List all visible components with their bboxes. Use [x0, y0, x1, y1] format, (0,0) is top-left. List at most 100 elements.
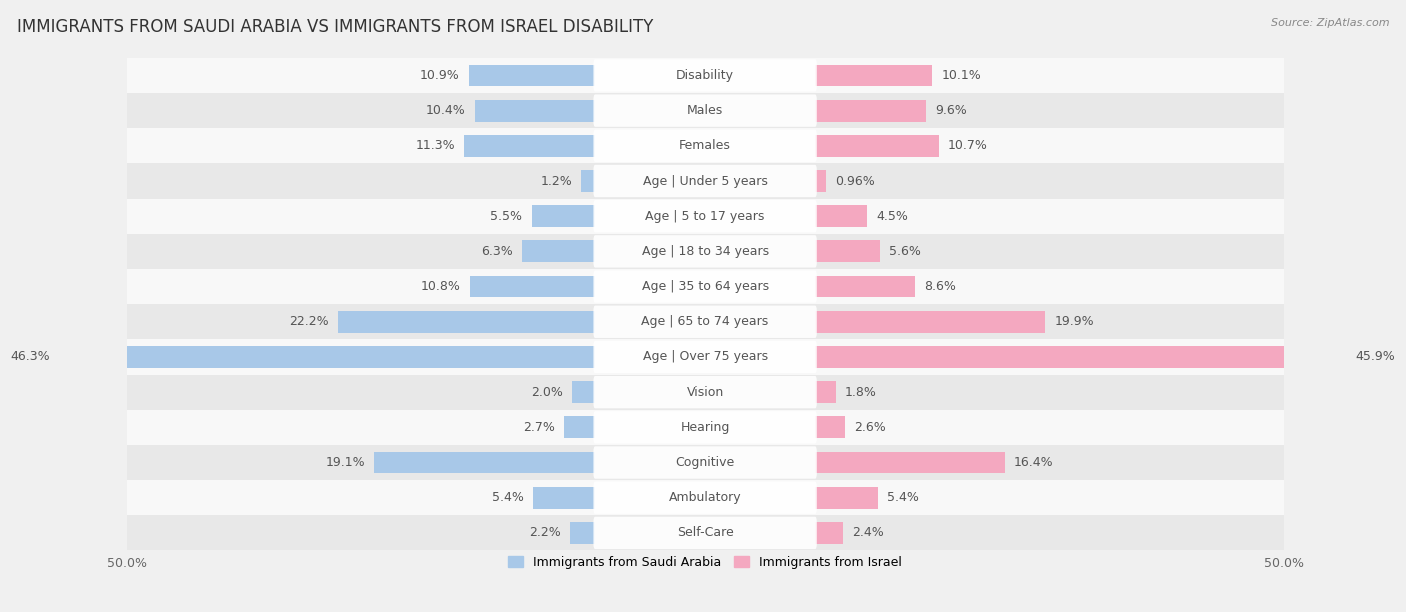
Text: 2.6%: 2.6%: [855, 421, 886, 434]
Text: Disability: Disability: [676, 69, 734, 82]
Text: Hearing: Hearing: [681, 421, 730, 434]
Bar: [815, 100, 927, 122]
FancyBboxPatch shape: [593, 305, 817, 338]
Text: 5.4%: 5.4%: [492, 491, 523, 504]
Text: 2.4%: 2.4%: [852, 526, 884, 539]
Text: 0.96%: 0.96%: [835, 174, 875, 187]
FancyBboxPatch shape: [593, 376, 817, 408]
Bar: [127, 304, 1284, 340]
Bar: [127, 58, 1284, 93]
Text: 10.1%: 10.1%: [941, 69, 981, 82]
Text: Males: Males: [688, 104, 723, 117]
Text: 8.6%: 8.6%: [924, 280, 956, 293]
FancyBboxPatch shape: [593, 341, 817, 373]
Text: Age | Over 75 years: Age | Over 75 years: [643, 351, 768, 364]
Text: 11.3%: 11.3%: [416, 140, 456, 152]
Bar: [815, 381, 837, 403]
Bar: [59, 346, 595, 368]
Bar: [127, 234, 1284, 269]
Text: 22.2%: 22.2%: [290, 315, 329, 328]
FancyBboxPatch shape: [593, 59, 817, 92]
Text: 16.4%: 16.4%: [1014, 456, 1053, 469]
Text: 9.6%: 9.6%: [935, 104, 967, 117]
Bar: [533, 487, 595, 509]
Bar: [127, 515, 1284, 551]
Text: Ambulatory: Ambulatory: [669, 491, 741, 504]
Bar: [815, 205, 868, 227]
Text: Age | Under 5 years: Age | Under 5 years: [643, 174, 768, 187]
Text: 2.0%: 2.0%: [531, 386, 562, 398]
Text: Self-Care: Self-Care: [676, 526, 734, 539]
Bar: [815, 522, 842, 544]
Bar: [127, 163, 1284, 199]
Text: IMMIGRANTS FROM SAUDI ARABIA VS IMMIGRANTS FROM ISRAEL DISABILITY: IMMIGRANTS FROM SAUDI ARABIA VS IMMIGRAN…: [17, 18, 654, 36]
Text: 1.8%: 1.8%: [845, 386, 877, 398]
Bar: [815, 311, 1045, 333]
Text: 19.1%: 19.1%: [325, 456, 366, 469]
Bar: [127, 410, 1284, 445]
FancyBboxPatch shape: [593, 482, 817, 514]
Text: 10.4%: 10.4%: [426, 104, 465, 117]
Text: Vision: Vision: [686, 386, 724, 398]
Bar: [815, 135, 939, 157]
FancyBboxPatch shape: [593, 517, 817, 549]
Text: 46.3%: 46.3%: [11, 351, 51, 364]
Text: 19.9%: 19.9%: [1054, 315, 1094, 328]
Text: 4.5%: 4.5%: [876, 210, 908, 223]
Text: Age | 35 to 64 years: Age | 35 to 64 years: [641, 280, 769, 293]
Bar: [470, 64, 595, 86]
Bar: [475, 100, 595, 122]
Bar: [127, 199, 1284, 234]
FancyBboxPatch shape: [593, 235, 817, 267]
Bar: [127, 480, 1284, 515]
Text: Source: ZipAtlas.com: Source: ZipAtlas.com: [1271, 18, 1389, 28]
Text: Cognitive: Cognitive: [675, 456, 735, 469]
Bar: [815, 275, 914, 297]
Bar: [569, 522, 595, 544]
Bar: [815, 64, 932, 86]
Text: Age | 18 to 34 years: Age | 18 to 34 years: [641, 245, 769, 258]
Bar: [522, 241, 595, 263]
Bar: [815, 487, 877, 509]
Text: 5.5%: 5.5%: [491, 210, 522, 223]
Bar: [464, 135, 595, 157]
Text: 2.7%: 2.7%: [523, 421, 555, 434]
Text: 2.2%: 2.2%: [529, 526, 561, 539]
FancyBboxPatch shape: [593, 165, 817, 197]
Legend: Immigrants from Saudi Arabia, Immigrants from Israel: Immigrants from Saudi Arabia, Immigrants…: [503, 551, 907, 574]
Bar: [127, 269, 1284, 304]
Bar: [339, 311, 595, 333]
Text: Age | 5 to 17 years: Age | 5 to 17 years: [645, 210, 765, 223]
Bar: [815, 241, 880, 263]
Text: 45.9%: 45.9%: [1355, 351, 1395, 364]
Text: 10.7%: 10.7%: [948, 140, 988, 152]
Bar: [127, 93, 1284, 129]
Bar: [815, 346, 1346, 368]
FancyBboxPatch shape: [593, 130, 817, 162]
FancyBboxPatch shape: [593, 446, 817, 479]
Bar: [470, 275, 595, 297]
Text: Age | 65 to 74 years: Age | 65 to 74 years: [641, 315, 769, 328]
Text: 1.2%: 1.2%: [540, 174, 572, 187]
Bar: [572, 381, 595, 403]
Bar: [815, 416, 845, 438]
Bar: [815, 452, 1005, 474]
Text: 6.3%: 6.3%: [481, 245, 513, 258]
Bar: [127, 129, 1284, 163]
Text: 5.4%: 5.4%: [887, 491, 918, 504]
Text: 10.8%: 10.8%: [420, 280, 461, 293]
Text: 5.6%: 5.6%: [889, 245, 921, 258]
Bar: [127, 445, 1284, 480]
FancyBboxPatch shape: [593, 271, 817, 303]
Bar: [127, 375, 1284, 410]
Bar: [564, 416, 595, 438]
FancyBboxPatch shape: [593, 200, 817, 233]
Text: Females: Females: [679, 140, 731, 152]
FancyBboxPatch shape: [593, 411, 817, 444]
Text: 10.9%: 10.9%: [420, 69, 460, 82]
Bar: [815, 170, 827, 192]
Bar: [531, 205, 595, 227]
Bar: [127, 340, 1284, 375]
FancyBboxPatch shape: [593, 94, 817, 127]
Bar: [581, 170, 595, 192]
